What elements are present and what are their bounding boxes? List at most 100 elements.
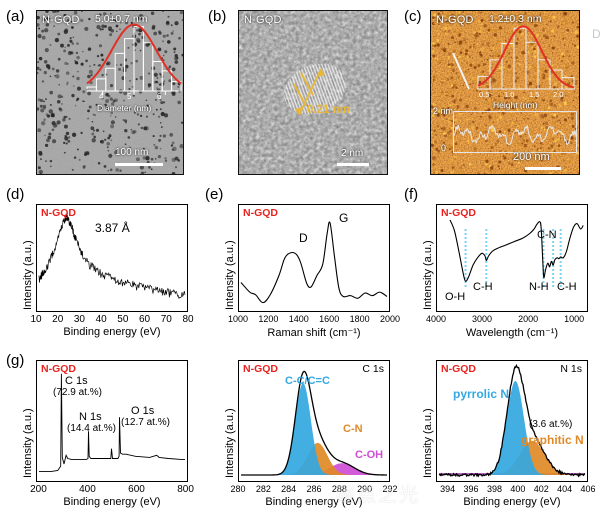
ticksG-tick: 200 <box>30 484 47 495</box>
panel-a-sample-tag: N-GQD <box>42 14 80 26</box>
panel-e-letter: (e) <box>205 186 224 203</box>
panel-d-curve <box>38 213 186 300</box>
panel-a-scale-bar <box>115 163 163 166</box>
panel-b-scale-bar <box>337 163 369 166</box>
ticksE-tick: 1200 <box>258 314 279 324</box>
panel-c1s-xlabel: Binding energy (eV) <box>265 496 363 508</box>
panel-c-height-profile <box>453 111 577 153</box>
panel-n1s-ylabel: Intensity (a.u.) <box>422 408 434 478</box>
ticksN1s-tick: 406 <box>580 484 596 494</box>
panel-n1s-label-pyrrolic: pyrrolic N <box>453 387 510 401</box>
panel-c-scan-line <box>452 52 470 90</box>
ticksC1s-tick: 292 <box>382 484 398 494</box>
panel-g-peak-n1s-pct: (14.4 at.%) <box>67 423 116 434</box>
panel-n1s-graphitic-pct: (3.6 at.%) <box>529 419 573 430</box>
ticksD-tick: 20 <box>52 314 64 325</box>
panel-b-sample-tag: N-GQD <box>244 14 282 26</box>
panel-a-inset-histogram <box>86 23 182 95</box>
panel-c-inset-tick-2: 1.0 <box>504 90 515 99</box>
panel-g-letter: (g) <box>6 352 25 369</box>
ticksE-tick: 1000 <box>227 314 249 324</box>
ticksC1s-tick: 290 <box>357 484 373 494</box>
panel-a-inset-tick-2: 5 <box>127 92 132 101</box>
panel-f-ftir-plot: N-GQD O-H C-H C-N N-H C-H <box>436 204 588 312</box>
panel-a-inset-tick-3: 6 <box>157 92 162 101</box>
panel-f-curve <box>449 219 584 287</box>
ticksN1s-tick: 400 <box>510 484 526 494</box>
afm-noise <box>431 11 579 174</box>
panel-a-tem-image: N-GQD 5.0±0.7 nm Diameter (nm) 4 5 6 100… <box>36 10 184 175</box>
panel-c-profile-bottom-label: 0 <box>441 143 447 153</box>
panel-g-peak-c1s-name: C 1s <box>65 375 88 387</box>
ticksD-tick: 40 <box>95 314 107 325</box>
panel-b-lattice-spacing: 0.21 nm <box>307 104 350 116</box>
panel-n1s-corner-tag: N 1s <box>560 363 582 375</box>
panel-a-inset-tick-1: 4 <box>99 92 104 101</box>
panel-c1s-xps-plot: N-GQD C 1s C-C/C=C C-N C-OH <box>238 360 390 482</box>
ticksE-tick: 1800 <box>349 314 370 324</box>
ticksE-tick: 1400 <box>288 314 309 324</box>
panel-c1s-sample-tag: N-GQD <box>243 363 278 375</box>
panel-c1s-label-cn: C-N <box>343 423 363 435</box>
ticksN1s-tick: 404 <box>557 484 573 494</box>
ticksF-tick: 4000 <box>425 314 447 324</box>
panel-g-peak-o1s-pct: (12.7 at.%) <box>121 417 170 428</box>
panel-c-inset-tick-3: 1.5 <box>529 90 540 99</box>
ticksD-tick: 30 <box>73 314 85 325</box>
ticksG-tick: 400 <box>79 484 96 495</box>
panel-e-ylabel: Intensity (a.u.) <box>224 240 236 310</box>
panel-g-curve <box>39 373 185 473</box>
ticksD-tick: 50 <box>117 314 129 325</box>
panel-f-letter: (f) <box>404 186 419 203</box>
panel-b-spacing-arrows <box>293 68 325 116</box>
panel-f-ylabel: Intensity (a.u.) <box>422 240 434 310</box>
edge-watermark-letter: D <box>592 27 601 41</box>
hrtem-noise <box>239 11 387 174</box>
panel-c-sample-tag: N-GQD <box>436 14 474 26</box>
panel-f-label-ch2: C-H <box>557 281 577 293</box>
panel-c1s-label-cc: C-C/C=C <box>285 375 330 387</box>
panel-g-ylabel: Intensity (a.u.) <box>22 408 34 478</box>
ticksN1s-tick: 396 <box>463 484 479 494</box>
panel-c-inset-title: 1.2±0.3 nm <box>489 13 542 25</box>
panel-c-scale-label: 200 nm <box>513 151 550 163</box>
panel-a-inset-title: 5.0±0.7 nm <box>95 13 148 25</box>
ticksD-tick: 80 <box>182 314 194 325</box>
ticksD-tick: 70 <box>160 314 172 325</box>
panel-c-letter: (c) <box>404 8 422 25</box>
panel-a-scale-label: 100 nm <box>115 147 149 158</box>
panel-g-sample-tag: N-GQD <box>41 363 76 375</box>
panel-g-xlabel: Binding energy (eV) <box>63 496 161 508</box>
panel-f-label-cn: C-N <box>537 229 557 241</box>
panel-c-inset-tick-1: 0.5 <box>479 90 490 99</box>
ticksG-tick: 800 <box>177 484 194 495</box>
panel-c-inset-tick-4: 2.0 <box>553 90 564 99</box>
panel-n1s-xps-plot: N-GQD N 1s pyrrolic N (3.6 at.%) graphit… <box>436 360 588 482</box>
panel-g-xps-survey-plot: N-GQD C 1s (72.9 at.%) N 1s (14.4 at.%) … <box>36 360 188 482</box>
ticksN1s-tick: 402 <box>533 484 549 494</box>
panel-e-d-band-label: D <box>299 231 308 245</box>
ticksF-tick: 2000 <box>518 314 539 324</box>
panel-b-hrtem-image: N-GQD 0.21 nm 2 nm <box>238 10 388 175</box>
panel-c1s-corner-tag: C 1s <box>362 363 384 375</box>
panel-g-peak-n1s-name: N 1s <box>79 411 102 423</box>
panel-c1s-peaks <box>241 370 387 476</box>
ticksG-tick: 600 <box>128 484 145 495</box>
ticksF-tick: 1000 <box>564 314 585 324</box>
panel-g-peak-c1s-pct: (72.9 at.%) <box>53 387 102 398</box>
tem-noise-a <box>37 11 183 174</box>
panel-d-xlabel: Binding energy (eV) <box>63 326 161 338</box>
panel-c-profile-top-label: 2 nm <box>433 106 454 116</box>
panel-d-sample-tag: N-GQD <box>41 207 76 219</box>
panel-d-xrd-plot: N-GQD 3.87 Å <box>36 204 188 312</box>
panel-f-label-ch1: C-H <box>473 281 493 293</box>
panel-e-curve <box>240 221 388 304</box>
ticksC1s-tick: 284 <box>281 484 297 494</box>
panel-n1s-xlabel: Binding energy (eV) <box>463 496 561 508</box>
panel-d-dspacing-annotation: 3.87 Å <box>95 221 130 235</box>
panel-n1s-peaks <box>438 363 586 478</box>
ticksN1s-tick: 394 <box>440 484 456 494</box>
panel-e-sample-tag: N-GQD <box>243 207 278 219</box>
ticksE-tick: 2000 <box>379 314 401 324</box>
